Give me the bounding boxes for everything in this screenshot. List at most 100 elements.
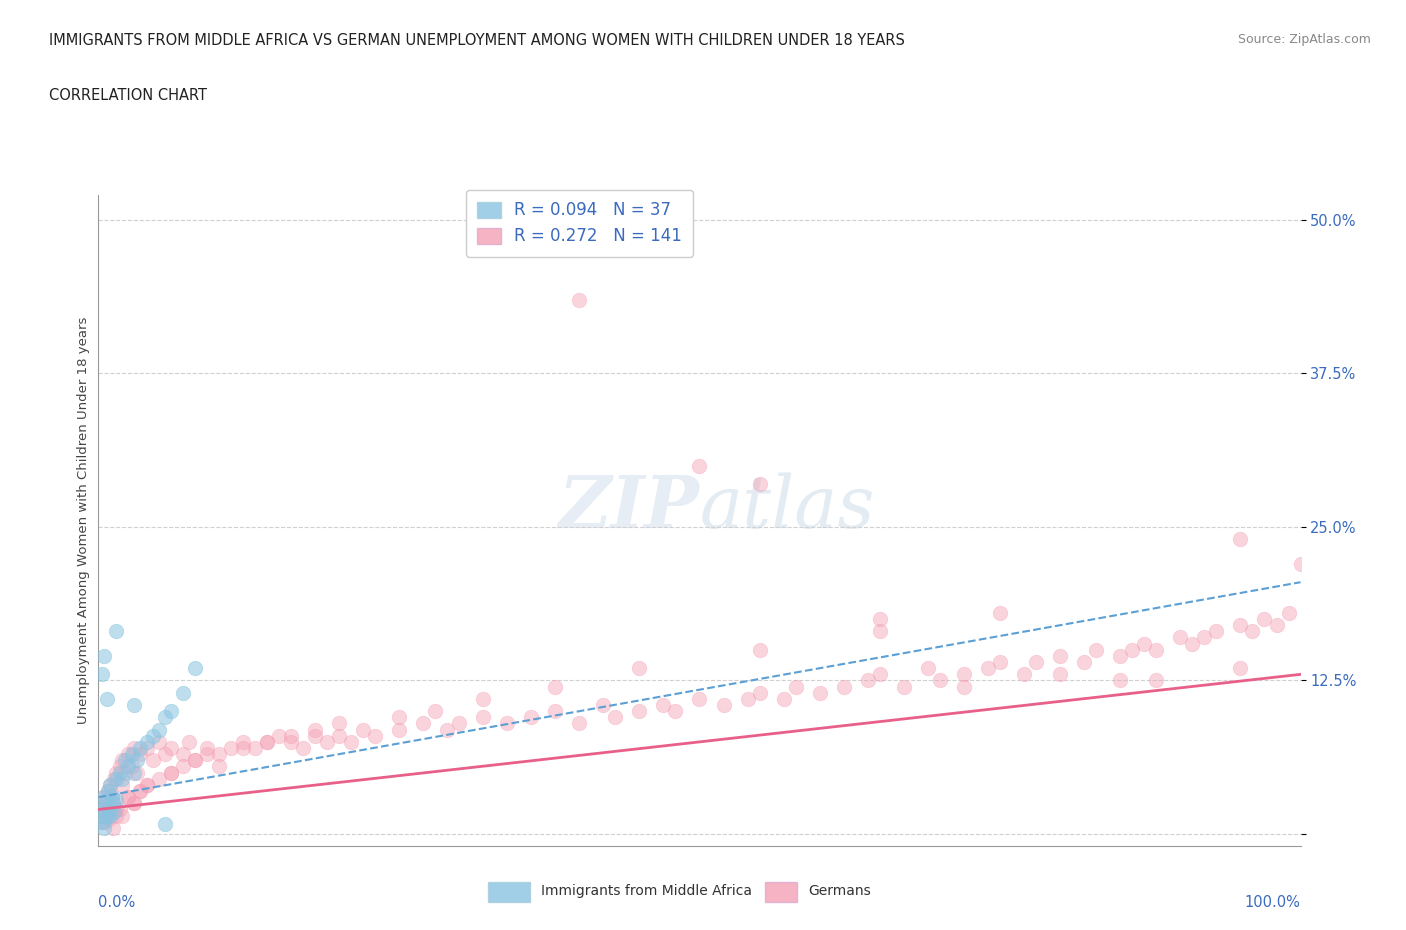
Point (129, 740, 152, 755)
Point (124, 796, 146, 811)
Point (328, 716, 350, 731)
Point (108, 759, 131, 774)
Point (97, 808, 120, 823)
Point (1012, 667, 1035, 682)
Point (148, 723, 170, 737)
Text: atlas: atlas (699, 472, 875, 543)
Y-axis label: Unemployment Among Women with Children Under 18 years: Unemployment Among Women with Children U… (77, 317, 90, 724)
Point (105, 802, 128, 817)
Point (291, 740, 314, 755)
Point (1109, 673, 1132, 688)
Point (105, 624, 128, 639)
Point (1025, 655, 1047, 670)
Point (114, 753, 136, 768)
Point (304, 728, 326, 743)
Point (893, 679, 915, 694)
Point (748, 476, 770, 491)
Point (1049, 648, 1071, 663)
Point (111, 808, 134, 823)
Point (177, 735, 200, 750)
Point (91, 667, 114, 682)
Point (124, 740, 146, 755)
Point (100, 802, 122, 817)
Point (148, 771, 170, 786)
Point (544, 679, 567, 694)
Text: IMMIGRANTS FROM MIDDLE AFRICA VS GERMAN UNEMPLOYMENT AMONG WOMEN WITH CHILDREN U: IMMIGRANTS FROM MIDDLE AFRICA VS GERMAN … (49, 33, 905, 47)
Point (748, 643, 770, 658)
Point (124, 698, 146, 712)
Point (121, 759, 143, 774)
Point (592, 698, 614, 712)
Point (568, 292, 591, 307)
Point (141, 728, 163, 743)
Point (447, 716, 470, 731)
Point (953, 679, 976, 694)
Point (91, 808, 114, 823)
Point (988, 605, 1011, 620)
Point (1144, 673, 1167, 688)
Point (869, 624, 891, 639)
Point (96, 792, 118, 807)
Point (93, 820, 115, 835)
Point (1229, 660, 1251, 675)
Point (129, 747, 152, 762)
Point (93, 648, 115, 663)
Point (159, 740, 181, 755)
Point (103, 804, 125, 819)
Point (105, 808, 128, 823)
Text: 100.0%: 100.0% (1244, 895, 1301, 910)
Point (129, 784, 152, 799)
Point (856, 673, 879, 688)
Point (153, 747, 176, 762)
Point (280, 728, 302, 743)
Point (1109, 648, 1132, 663)
Point (135, 740, 157, 755)
Text: Germans: Germans (808, 884, 872, 898)
Point (232, 735, 254, 750)
Point (1229, 532, 1251, 547)
Point (98, 802, 121, 817)
Point (328, 728, 350, 743)
Point (148, 735, 170, 750)
Point (108, 765, 131, 780)
Point (96, 808, 118, 823)
Point (953, 667, 976, 682)
Point (90, 802, 112, 817)
Point (364, 728, 387, 743)
Point (1265, 618, 1288, 632)
Point (100, 790, 122, 804)
Point (1289, 556, 1312, 571)
Point (94, 804, 117, 819)
Point (159, 765, 181, 780)
Point (340, 735, 363, 750)
Point (111, 771, 134, 786)
Point (256, 735, 278, 750)
Point (1170, 630, 1192, 644)
Point (1144, 643, 1167, 658)
Point (267, 728, 290, 743)
Text: Immigrants from Middle Africa: Immigrants from Middle Africa (541, 884, 752, 898)
Point (159, 765, 181, 780)
Point (100, 777, 122, 792)
Point (105, 771, 128, 786)
Point (172, 759, 194, 774)
Point (101, 820, 124, 835)
Point (256, 735, 278, 750)
Point (737, 692, 759, 707)
Point (243, 740, 266, 755)
Point (232, 740, 254, 755)
Point (785, 679, 807, 694)
Point (1277, 605, 1299, 620)
Text: CORRELATION CHART: CORRELATION CHART (49, 88, 207, 103)
Point (832, 679, 855, 694)
Point (195, 740, 218, 755)
Point (520, 710, 543, 724)
Point (103, 771, 125, 786)
Point (94, 796, 117, 811)
Point (153, 710, 176, 724)
Point (135, 777, 157, 792)
Point (91, 815, 114, 830)
Point (135, 735, 157, 750)
Point (423, 704, 446, 719)
Point (1205, 624, 1227, 639)
